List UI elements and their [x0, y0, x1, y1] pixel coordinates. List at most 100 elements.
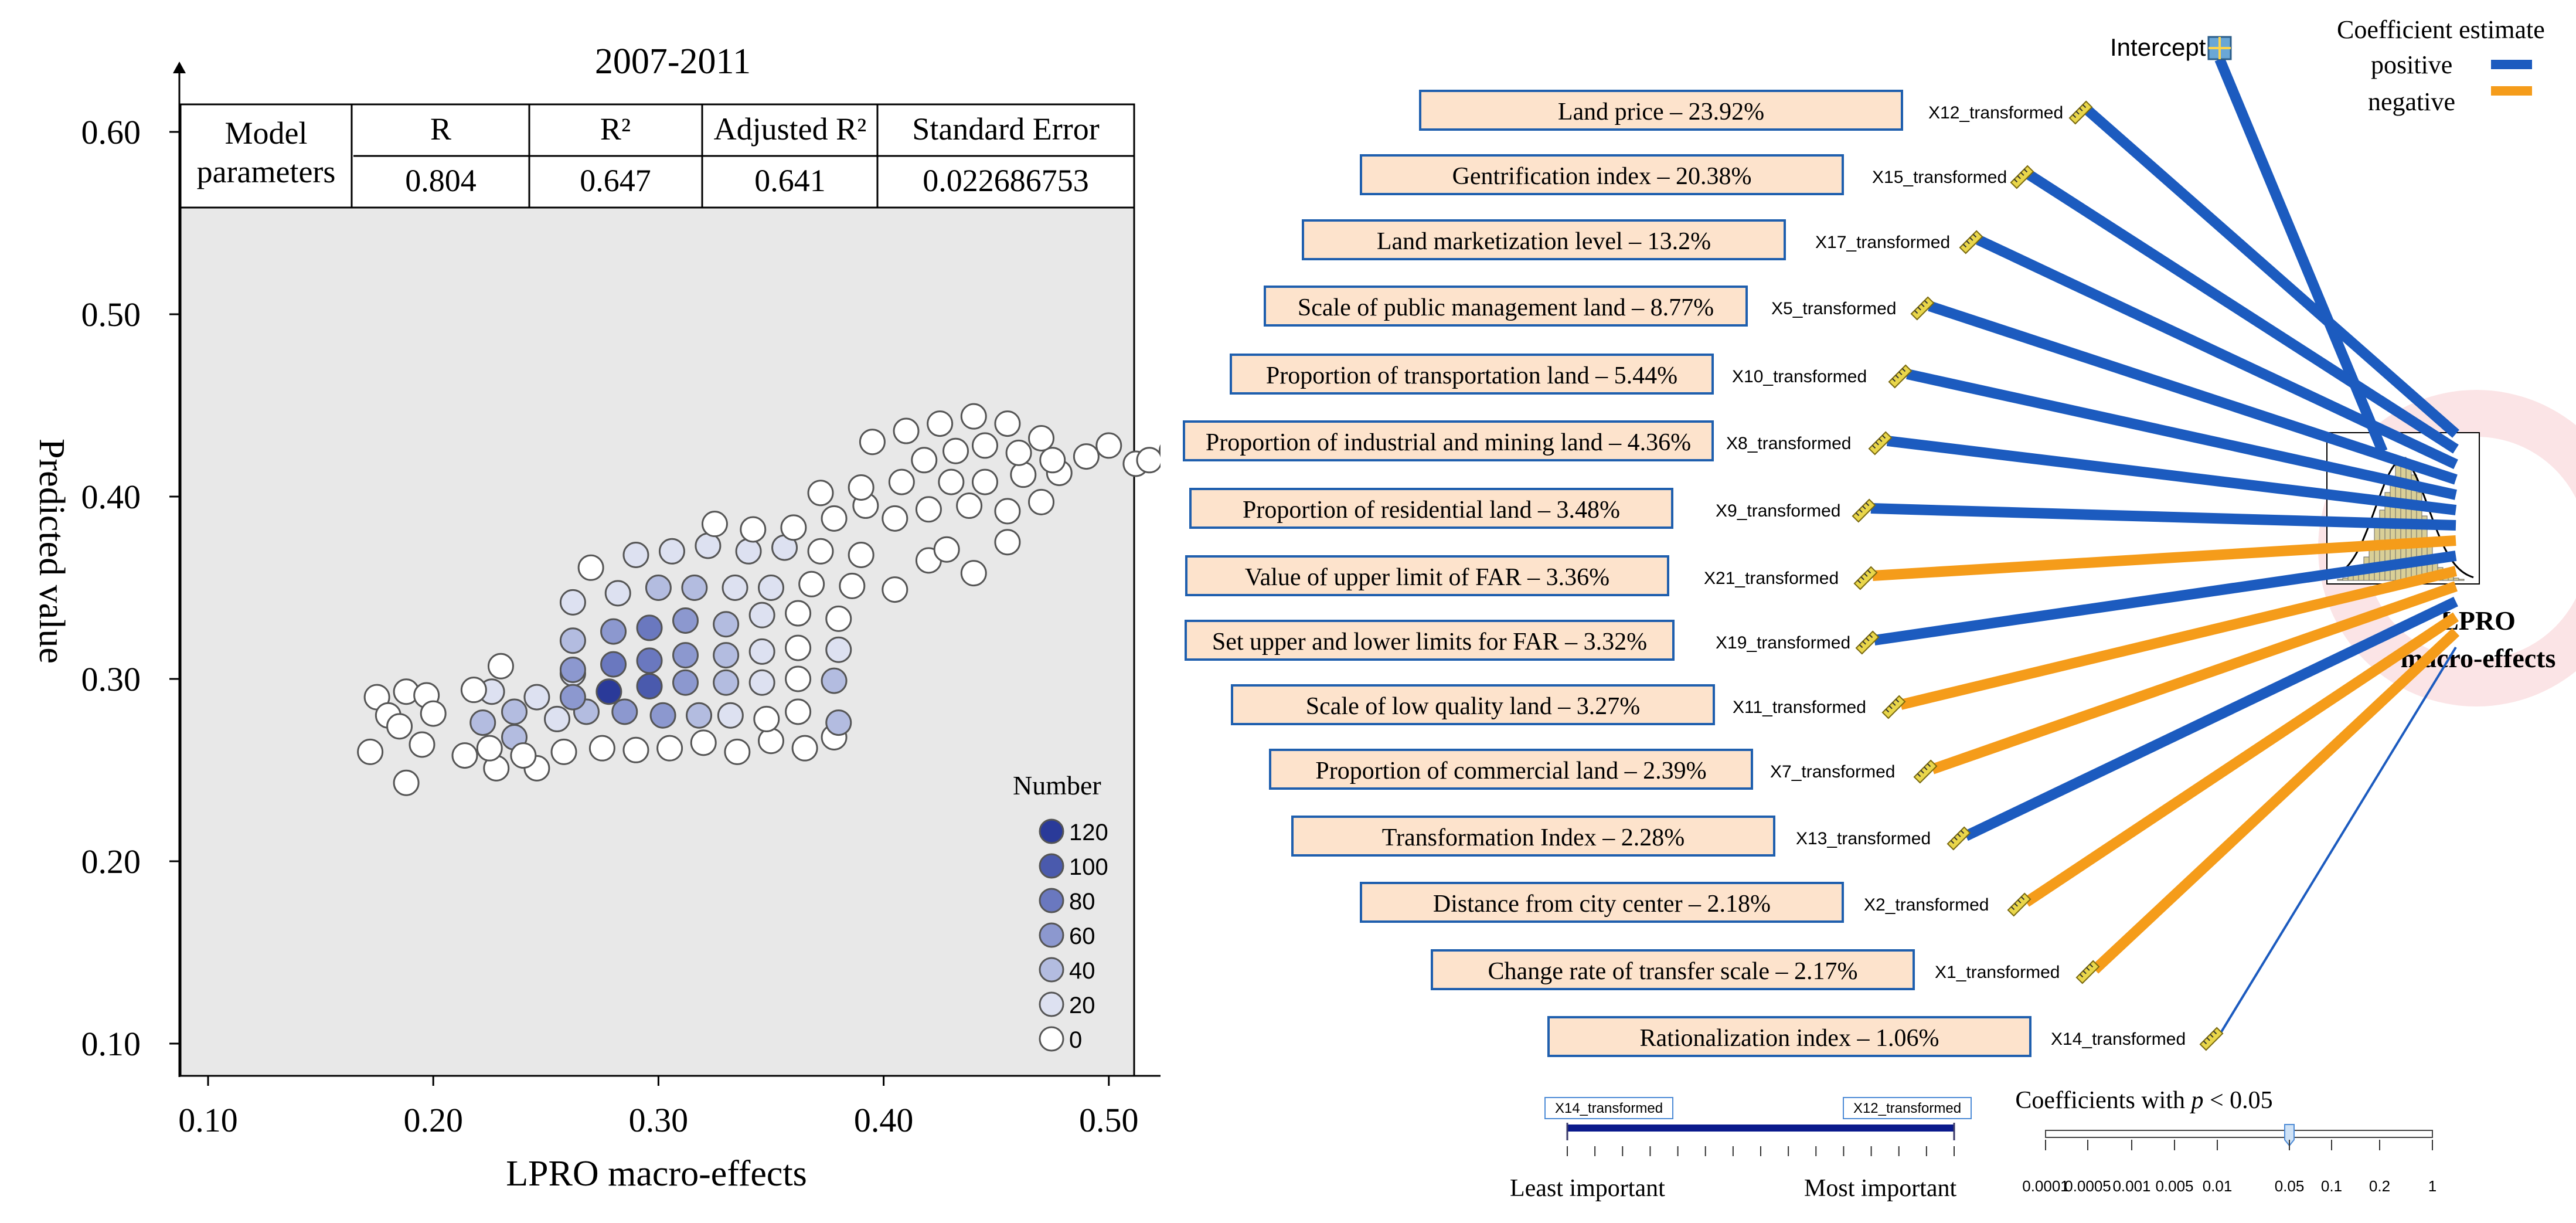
slider-right-handle[interactable] — [1843, 1097, 1972, 1119]
ruler-icon[interactable] — [2075, 960, 2100, 984]
predictor-label-box[interactable] — [1185, 620, 1675, 661]
legend-label: 60 — [1069, 923, 1095, 949]
predictor-nodes: Land price – 23.92% X12_transformed Gentri… — [1183, 90, 2224, 1057]
x-tick-label: 0.40 — [854, 1101, 914, 1139]
pvalue-slider-handle[interactable] — [2284, 1124, 2295, 1147]
legend-swatch — [1039, 922, 1064, 948]
data-point — [1010, 461, 1037, 488]
predictor-variable: X7_transformed — [1770, 762, 1895, 782]
predictor-variable: X19_transformed — [1716, 633, 1850, 653]
ruler-icon[interactable] — [2199, 1027, 2224, 1051]
slider-left-label: Least important — [1510, 1175, 1665, 1202]
ruler-icon[interactable] — [1913, 759, 1938, 784]
predictor-edge — [1872, 535, 2456, 581]
data-point — [758, 728, 784, 755]
data-point — [469, 709, 496, 736]
data-point — [409, 731, 435, 758]
predictor-label: Proportion of commercial land – 2.39% — [1315, 757, 1706, 784]
pvalue-tick-label: 0.05 — [2275, 1177, 2305, 1195]
slider-left-handle[interactable] — [1544, 1097, 1673, 1119]
data-point — [798, 570, 825, 597]
predictor-label-box[interactable] — [1269, 749, 1753, 790]
data-point — [656, 735, 683, 762]
data-point — [544, 705, 571, 732]
data-point — [476, 735, 503, 762]
y-tick-label: 0.50 — [81, 295, 141, 334]
predictor-label-box[interactable] — [1360, 154, 1844, 195]
importance-slider-track[interactable] — [1567, 1125, 1954, 1132]
legend-label: 0 — [1069, 1027, 1082, 1053]
pvalue-tick-label: 0.1 — [2321, 1177, 2342, 1195]
coefficient-legend: Coefficient estimate positive negative — [2337, 15, 2545, 116]
ruler-icon[interactable] — [1910, 296, 1935, 321]
ruler-icon[interactable] — [1888, 364, 1913, 389]
data-point — [604, 580, 631, 607]
ruler-icon[interactable] — [2068, 100, 2093, 125]
data-point — [753, 705, 780, 732]
ruler-icon[interactable] — [1959, 230, 1983, 254]
histogram-bar — [2453, 577, 2459, 581]
predictor-variable: X14_transformed — [2051, 1030, 2186, 1049]
predictor-label-box[interactable] — [1302, 219, 1786, 260]
predictor-label-box[interactable] — [1183, 420, 1714, 461]
data-point — [960, 560, 987, 587]
data-point — [722, 575, 748, 601]
predictor-variable: X9_transformed — [1716, 501, 1840, 521]
legend-swatch — [1039, 818, 1064, 844]
coefficient-legend-title: Coefficient estimate — [2337, 15, 2545, 44]
pvalue-tick-label: 0.001 — [2112, 1177, 2150, 1195]
data-point — [672, 642, 699, 669]
data-point — [825, 709, 852, 736]
pvalue-slider-track[interactable] — [2045, 1130, 2433, 1138]
data-point — [956, 492, 983, 519]
predictor-edge — [2023, 612, 2459, 907]
ruler-icon[interactable] — [2010, 165, 2034, 189]
predictor-label-box[interactable] — [1230, 354, 1714, 395]
predictor-label: Scale of low quality land – 3.27% — [1306, 693, 1640, 720]
ruler-icon[interactable] — [1855, 630, 1880, 655]
data-point — [1028, 424, 1055, 451]
predictor-label: Land marketization level – 13.2% — [1377, 228, 1711, 255]
importance-slider[interactable]: X14_transformed X12_transformed Least im… — [1510, 1097, 1972, 1202]
predictor-label-box[interactable] — [1231, 684, 1715, 725]
predictor-label-box[interactable] — [1360, 882, 1844, 923]
data-point — [807, 480, 834, 507]
ruler-icon[interactable] — [2007, 892, 2031, 917]
data-point — [859, 429, 886, 456]
ruler-icon[interactable] — [1853, 566, 1878, 590]
predictor-label-box[interactable] — [1185, 555, 1669, 596]
intercept-node[interactable]: Intercept — [2110, 33, 2232, 61]
ruler-icon[interactable] — [1852, 498, 1876, 523]
legend-swatch — [1039, 888, 1064, 913]
predictor-label-box[interactable] — [1419, 90, 1903, 131]
histogram-bar — [2458, 579, 2465, 581]
data-point — [888, 468, 915, 495]
predictor-edge — [1873, 551, 2457, 646]
predictor-variable: X15_transformed — [1872, 168, 2007, 187]
predictor-label-box[interactable] — [1547, 1016, 2031, 1057]
ruler-icon[interactable] — [1947, 826, 1971, 851]
predictor-label-box[interactable] — [1264, 286, 1748, 327]
data-point — [636, 672, 663, 699]
ruler-icon[interactable] — [1881, 695, 1906, 719]
predictor-label-box[interactable] — [1291, 816, 1775, 857]
radial-diagram-panel: LPRO macro-effects Land price – 23.92% X1… — [1161, 0, 2576, 1223]
ruler-icon[interactable] — [1868, 431, 1893, 456]
data-point — [839, 572, 866, 599]
data-point — [893, 417, 920, 444]
data-point — [636, 614, 663, 641]
predictor-edge — [1931, 581, 2458, 774]
data-point — [672, 669, 699, 696]
data-point — [672, 607, 699, 634]
predictor-edge — [1906, 369, 2457, 500]
data-point — [1005, 439, 1032, 466]
legend-swatch — [1039, 957, 1064, 983]
predictor-label: Set upper and lower limits for FAR – 3.3… — [1212, 629, 1647, 655]
data-point — [713, 642, 740, 669]
predictor-edge — [1928, 301, 2458, 485]
data-point — [942, 437, 969, 464]
predictor-label-box[interactable] — [1189, 488, 1673, 529]
legend-label: 120 — [1069, 820, 1108, 845]
predictor-label-box[interactable] — [1431, 949, 1915, 990]
